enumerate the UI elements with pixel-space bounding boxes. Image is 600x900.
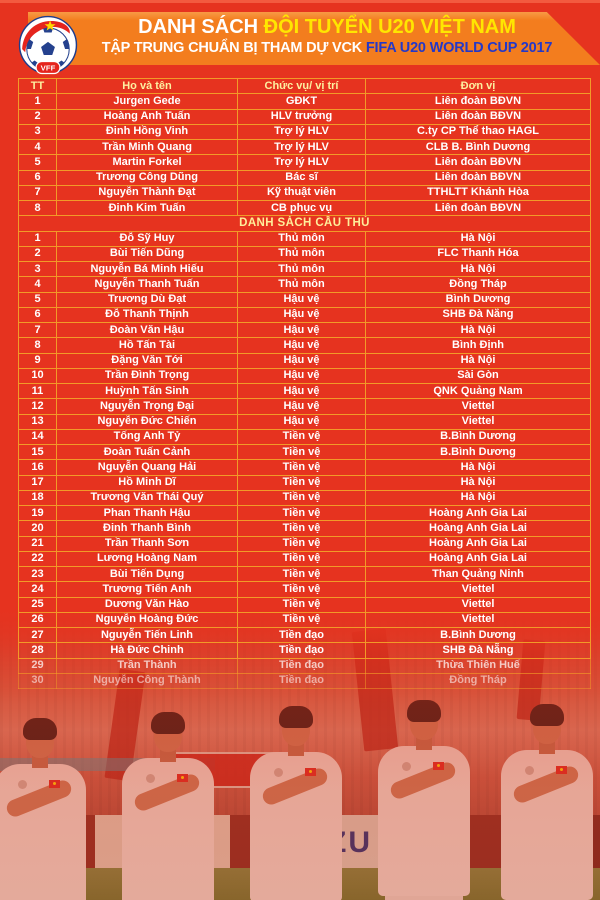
table-row: 20 Đinh Thanh Bình Tiền vệ Hoàng Anh Gia La…	[18, 520, 591, 537]
section-title: DANH SÁCH CẦU THỦ	[18, 215, 591, 232]
col-header-role: Chức vụ/ vị trí	[237, 77, 366, 95]
player-figure	[120, 712, 216, 900]
table-row: 5 Trương Dù Đạt Hậu vệ Bình Dương	[18, 291, 591, 308]
table-row: 4 Nguyễn Thanh Tuấn Thủ môn Đồng Tháp	[18, 276, 591, 293]
table-row: 1 Jurgen Gede GĐKT Liên đoàn BĐVN	[18, 93, 591, 110]
table-row: 19 Phan Thanh Hậu Tiền vệ Hoàng Anh Gia Lai	[18, 504, 591, 522]
col-header-unit: Đơn vị	[365, 77, 591, 95]
table-row: 2 Bùi Tiến Dũng Thủ môn FLC Thanh Hóa	[18, 245, 591, 263]
section-title-row: DANH SÁCH CẦU THỦ	[18, 215, 591, 232]
table-row: 28 Hà Đức Chinh Tiền đạo SHB Đà Nẵng	[18, 642, 591, 659]
table-row: 18 Trương Văn Thái Quý Tiền vệ Hà Nội	[18, 489, 591, 507]
table-row: 14 Tống Anh Tỷ Tiền vệ B.Bình Dương	[18, 428, 591, 446]
table-row: 15 Đoàn Tuấn Cảnh Tiền vệ B.Bình Dương	[18, 443, 591, 461]
header-banner: DANH SÁCH ĐỘI TUYỂN U20 VIỆT NAM TẬP TRU…	[28, 12, 600, 65]
table-row: 23 Bùi Tiến Dụng Tiền vệ Than Quảng Ninh	[18, 565, 591, 583]
table-row: 8 Đinh Kim Tuấn CB phục vụ Liên đoàn BĐVN	[18, 199, 591, 217]
table-row: 27 Nguyễn Tiến Linh Tiền đạo B.Bình Dương	[18, 626, 591, 644]
player-figure	[248, 706, 344, 900]
table-row: 13 Nguyễn Đức Chiến Hậu vệ Viettel	[18, 413, 591, 430]
title-yellow: ĐỘI TUYỂN U20 VIỆT NAM	[263, 16, 516, 38]
table-row: 12 Nguyễn Trọng Đại Hậu vệ Viettel	[18, 398, 591, 415]
table-row: 24 Trương Tiến Anh Tiền vệ Viettel	[18, 581, 591, 598]
table-row: 10 Trần Đình Trọng Hậu vệ Sài Gòn	[18, 367, 591, 385]
table-row: 2 Hoàng Anh Tuấn HLV trưởng Liên đoàn BĐVN	[18, 108, 591, 125]
table-row: 26 Nguyễn Hoàng Đức Tiền vệ Viettel	[18, 611, 591, 629]
table-header-row: TT Họ và tên Chức vụ/ vị trí Đơn vị	[18, 77, 591, 95]
table-row: 7 Đoàn Văn Hậu Hậu vệ Hà Nội	[18, 321, 591, 339]
subtitle-white: TẬP TRUNG CHUẨN BỊ THAM DỰ VCK	[101, 40, 363, 56]
table-row: 6 Trương Công Dũng Bác sĩ Liên đoàn BĐVN	[18, 169, 591, 186]
table-row: 5 Martin Forkel Trợ lý HLV Liên đoàn BĐVN	[18, 154, 591, 171]
table-row: 4 Trần Minh Quang Trợ lý HLV CLB B. Bình Dư…	[18, 138, 591, 156]
star-icon	[44, 20, 56, 31]
subtitle-blue: FIFA U20 WORLD CUP 2017	[365, 40, 553, 56]
red-swoosh	[22, 20, 70, 53]
vff-logo: VFF	[18, 15, 78, 75]
table-row: 11 Huỳnh Tấn Sinh Hậu vệ QNK Quảng Nam	[18, 382, 591, 400]
table-row: 30 Nguyễn Công Thành Tiền đạo Đồng Tháp	[18, 672, 591, 690]
top-highlight	[0, 0, 600, 3]
player-figure	[499, 704, 595, 900]
roster-table: TT Họ và tên Chức vụ/ vị trí Đơn vị 1 Jur…	[18, 77, 591, 690]
table-row: 17 Hồ Minh Dĩ Tiền vệ Hà Nội	[18, 474, 591, 491]
table-row: 7 Nguyễn Thành Đạt Kỹ thuật viên TTHLTT Khá…	[18, 184, 591, 202]
table-row: 9 Đặng Văn Tới Hậu vệ Hà Nội	[18, 352, 591, 369]
table-row: 16 Nguyễn Quang Hải Tiền vệ Hà Nội	[18, 459, 591, 476]
table-row: 22 Lương Hoàng Nam Tiền vệ Hoàng Anh Gia La…	[18, 550, 591, 568]
col-header-tt: TT	[18, 77, 57, 95]
header-text-block: DANH SÁCH ĐỘI TUYỂN U20 VIỆT NAM TẬP TRU…	[100, 12, 554, 65]
table-row: 29 Trần Thành Tiền đạo Thừa Thiên Huế	[18, 657, 591, 674]
table-row: 8 Hồ Tấn Tài Hậu vệ Bình Định	[18, 337, 591, 354]
table-row: 25 Dương Văn Hào Tiền vệ Viettel	[18, 596, 591, 613]
col-header-name: Họ và tên	[56, 77, 238, 95]
table-row: 3 Đinh Hồng Vinh Trợ lý HLV C.ty CP Thể tha…	[18, 123, 591, 141]
title-white: DANH SÁCH	[138, 16, 259, 38]
page-title: DANH SÁCH ĐỘI TUYỂN U20 VIỆT NAM	[100, 15, 554, 40]
roster-body: 1 Jurgen Gede GĐKT Liên đoàn BĐVN 2 Hoàng Anh…	[18, 93, 591, 690]
player-figure	[0, 718, 88, 900]
table-row: 21 Trần Thanh Sơn Tiền vệ Hoàng Anh Gia Lai	[18, 535, 591, 552]
page-subtitle: TẬP TRUNG CHUẨN BỊ THAM DỰ VCK FIFA U20 …	[100, 40, 554, 57]
table-row: 3 Nguyễn Bá Minh Hiếu Thủ môn Hà Nội	[18, 260, 591, 278]
table-row: 6 Đỗ Thanh Thịnh Hậu vệ SHB Đà Nẵng	[18, 306, 591, 324]
player-figure	[376, 700, 472, 900]
table-row: 1 Đỗ Sỹ Huy Thủ môn Hà Nội	[18, 230, 591, 247]
vff-logo-text: VFF	[41, 63, 56, 72]
